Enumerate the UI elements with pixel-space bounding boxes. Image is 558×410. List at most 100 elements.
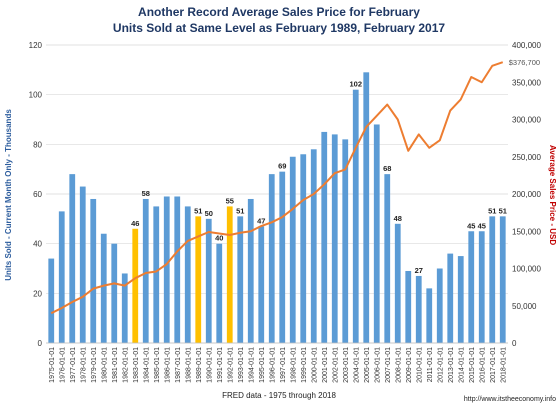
x-tick-label: 2003-01-01 [343,347,350,383]
bar-data-label: 69 [278,162,286,171]
x-tick-label: 2000-01-01 [311,347,318,383]
x-tick-label: 2017-01-01 [490,347,497,383]
y-tick-label-left: 80 [33,140,42,149]
x-tick-label: 2013-01-01 [448,347,455,383]
y-tick-label-right: 250,000 [512,153,541,162]
bar [436,268,443,343]
bar [478,231,485,343]
y-tick-label-left: 0 [38,339,43,348]
bar [48,258,55,343]
bar-data-label: 58 [142,189,150,198]
bar [226,206,233,343]
x-tick-label: 2004-01-01 [353,347,360,383]
x-tick-label: 2014-01-01 [458,347,465,383]
bar [142,198,149,343]
y-tick-label-right: 100,000 [512,265,541,274]
bar [195,216,202,343]
x-tick-label: 1988-01-01 [185,347,192,383]
x-tick-label: 1990-01-01 [206,347,213,383]
x-tick-label: 1984-01-01 [143,347,150,383]
bar [174,196,181,343]
bar-data-label: 51 [194,206,202,215]
bar-data-label: 55 [226,196,234,205]
x-axis-title: FRED data - 1975 through 2018 [222,391,336,400]
x-tick-label: 1975-01-01 [49,347,56,383]
x-tick-label: 1977-01-01 [70,347,77,383]
x-tick-label: 1998-01-01 [290,347,297,383]
x-tick-label: 1994-01-01 [248,347,255,383]
bar [405,270,412,343]
line-end-label: $376,700 [509,58,540,67]
x-tick-label: 1976-01-01 [59,347,66,383]
x-tick-label: 1991-01-01 [217,347,224,383]
bar [489,216,496,343]
bar [268,174,275,343]
bar [279,171,286,343]
bar-data-label: 40 [215,234,223,243]
bar [394,223,401,343]
y-axis-title-right: Average Sales Price - USD [548,145,557,245]
bar-data-label: 50 [205,209,213,218]
x-tick-label: 1980-01-01 [101,347,108,383]
x-tick-label: 1985-01-01 [154,347,161,383]
source-link[interactable]: http://www.itstheeconomy.info [464,396,556,403]
chart-subtitle: Units Sold at Same Level as February 198… [113,21,445,35]
y-tick-label-left: 20 [33,289,42,298]
x-tick-label: 2001-01-01 [322,347,329,383]
x-tick-label: 1981-01-01 [112,347,119,383]
bar [331,134,338,343]
bar-data-label: 45 [467,221,475,230]
bar [205,218,212,343]
bar [321,131,328,343]
y-tick-label-right: 150,000 [512,227,541,236]
bar [300,154,307,343]
bar [90,198,97,343]
bar-data-label: 51 [488,206,496,215]
x-tick-label: 1996-01-01 [269,347,276,383]
bar [247,198,254,343]
bar [468,231,475,343]
bar-data-label: 51 [499,206,507,215]
x-tick-label: 1983-01-01 [133,347,140,383]
y-tick-label-left: 60 [33,190,42,199]
y-tick-label-right: 50,000 [512,302,537,311]
x-tick-label: 2009-01-01 [406,347,413,383]
x-tick-label: 1993-01-01 [238,347,245,383]
line-series [50,61,504,315]
x-tick-label: 1986-01-01 [164,347,171,383]
y-tick-label-left: 40 [33,240,42,249]
x-tick-label: 1997-01-01 [280,347,287,383]
x-tick-label: 2016-01-01 [479,347,486,383]
bar [132,228,139,343]
bar [58,211,65,343]
x-tick-label: 2008-01-01 [395,347,402,383]
axes: 0 20 40 60 80 100 120 0 50,000 100,000 150,000 200,… [29,41,542,383]
bar [69,174,76,343]
bar [184,206,191,343]
bar [216,243,223,343]
x-tick-label: 2015-01-01 [469,347,476,383]
bar [111,243,118,343]
bar-data-label: 27 [415,266,423,275]
bar [499,216,506,343]
x-tick-label: 2018-01-01 [500,347,507,383]
x-tick-label: 1992-01-01 [227,347,234,383]
bar [258,226,265,343]
x-tick-label: 2005-01-01 [364,347,371,383]
bar-data-label: 102 [349,80,362,89]
x-tick-label: 1989-01-01 [196,347,203,383]
bar [79,186,86,343]
y-tick-label-right: 200,000 [512,190,541,199]
bar-data-label: 51 [236,206,244,215]
x-tick-label: 2007-01-01 [385,347,392,383]
bar-data-label: 45 [478,221,486,230]
bar [289,156,296,343]
chart-title: Another Record Average Sales Price for F… [138,5,420,19]
bar [352,89,359,343]
bar-data-label: 48 [394,214,402,223]
y-axis-title-left: Units Sold - Current Month Only - Thousa… [4,109,13,281]
x-tick-label: 1982-01-01 [122,347,129,383]
